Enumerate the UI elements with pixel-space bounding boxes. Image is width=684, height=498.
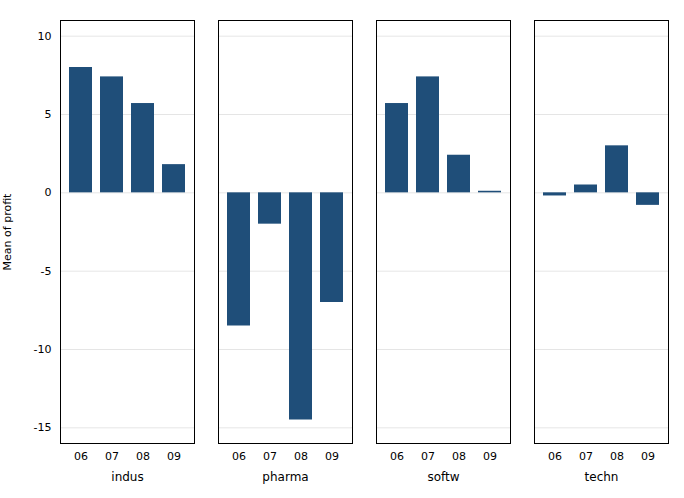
svg-text:08: 08 [610, 450, 624, 463]
svg-text:Mean of profit: Mean of profit [1, 193, 14, 270]
svg-text:07: 07 [421, 450, 435, 463]
svg-text:09: 09 [641, 450, 655, 463]
svg-text:09: 09 [167, 450, 181, 463]
svg-text:06: 06 [548, 450, 562, 463]
svg-text:08: 08 [452, 450, 466, 463]
svg-text:06: 06 [390, 450, 404, 463]
svg-text:softw: softw [427, 470, 459, 484]
svg-text:08: 08 [136, 450, 150, 463]
svg-text:-5: -5 [41, 265, 52, 278]
svg-text:pharma: pharma [262, 470, 308, 484]
svg-text:08: 08 [294, 450, 308, 463]
svg-text:06: 06 [74, 450, 88, 463]
svg-text:5: 5 [45, 108, 52, 121]
svg-text:-15: -15 [34, 421, 52, 434]
svg-text:-10: -10 [34, 343, 52, 356]
svg-text:09: 09 [325, 450, 339, 463]
svg-text:techn: techn [585, 470, 619, 484]
svg-text:09: 09 [483, 450, 497, 463]
svg-text:07: 07 [579, 450, 593, 463]
svg-text:06: 06 [232, 450, 246, 463]
svg-text:07: 07 [263, 450, 277, 463]
svg-text:10: 10 [38, 30, 52, 43]
svg-text:indus: indus [111, 470, 143, 484]
svg-text:07: 07 [105, 450, 119, 463]
svg-text:0: 0 [45, 186, 52, 199]
